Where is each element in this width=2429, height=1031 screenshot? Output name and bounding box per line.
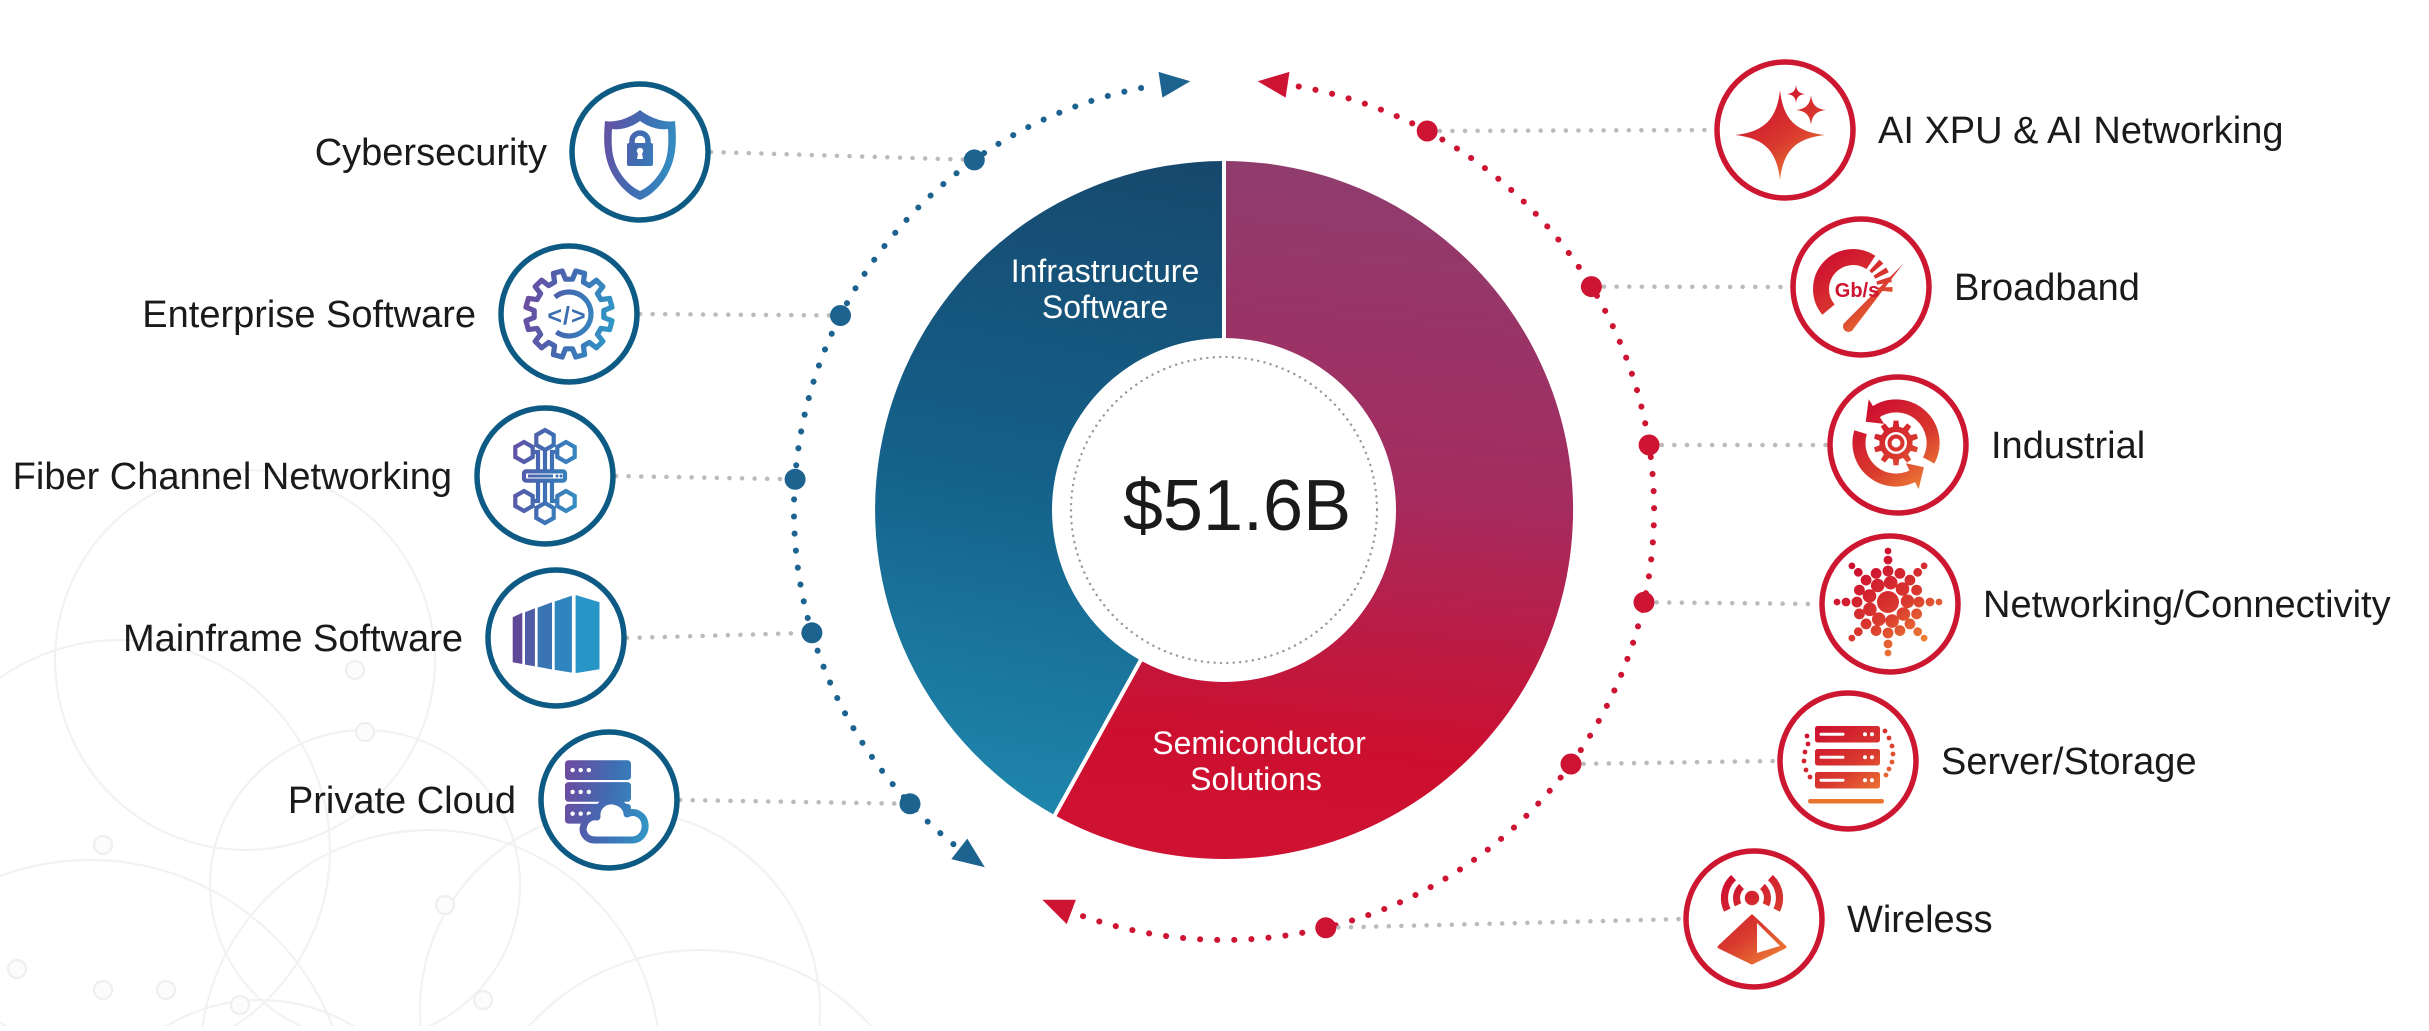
svg-text:Mainframe Software: Mainframe Software — [123, 618, 463, 660]
svg-text:Software: Software — [1042, 289, 1168, 325]
svg-text:Infrastructure: Infrastructure — [1011, 253, 1200, 289]
svg-text:AI XPU & AI Networking: AI XPU & AI Networking — [1878, 110, 2284, 152]
svg-text:Semiconductor: Semiconductor — [1152, 725, 1366, 761]
svg-text:Cybersecurity: Cybersecurity — [315, 132, 547, 174]
svg-text:Private Cloud: Private Cloud — [288, 780, 516, 822]
svg-text:Gb/s: Gb/s — [1835, 280, 1879, 302]
svg-text:Fiber Channel Networking: Fiber Channel Networking — [13, 456, 452, 498]
svg-text:Solutions: Solutions — [1190, 761, 1322, 797]
svg-text:</>: </> — [547, 302, 586, 330]
svg-text:Enterprise Software: Enterprise Software — [142, 294, 476, 336]
svg-text:Wireless: Wireless — [1847, 899, 1993, 941]
svg-text:Industrial: Industrial — [1991, 425, 2145, 467]
svg-text:$51.6B: $51.6B — [1123, 466, 1351, 546]
svg-text:Broadband: Broadband — [1954, 267, 2140, 309]
svg-text:Server/Storage: Server/Storage — [1941, 741, 2197, 783]
svg-text:Networking/Connectivity: Networking/Connectivity — [1983, 584, 2391, 626]
